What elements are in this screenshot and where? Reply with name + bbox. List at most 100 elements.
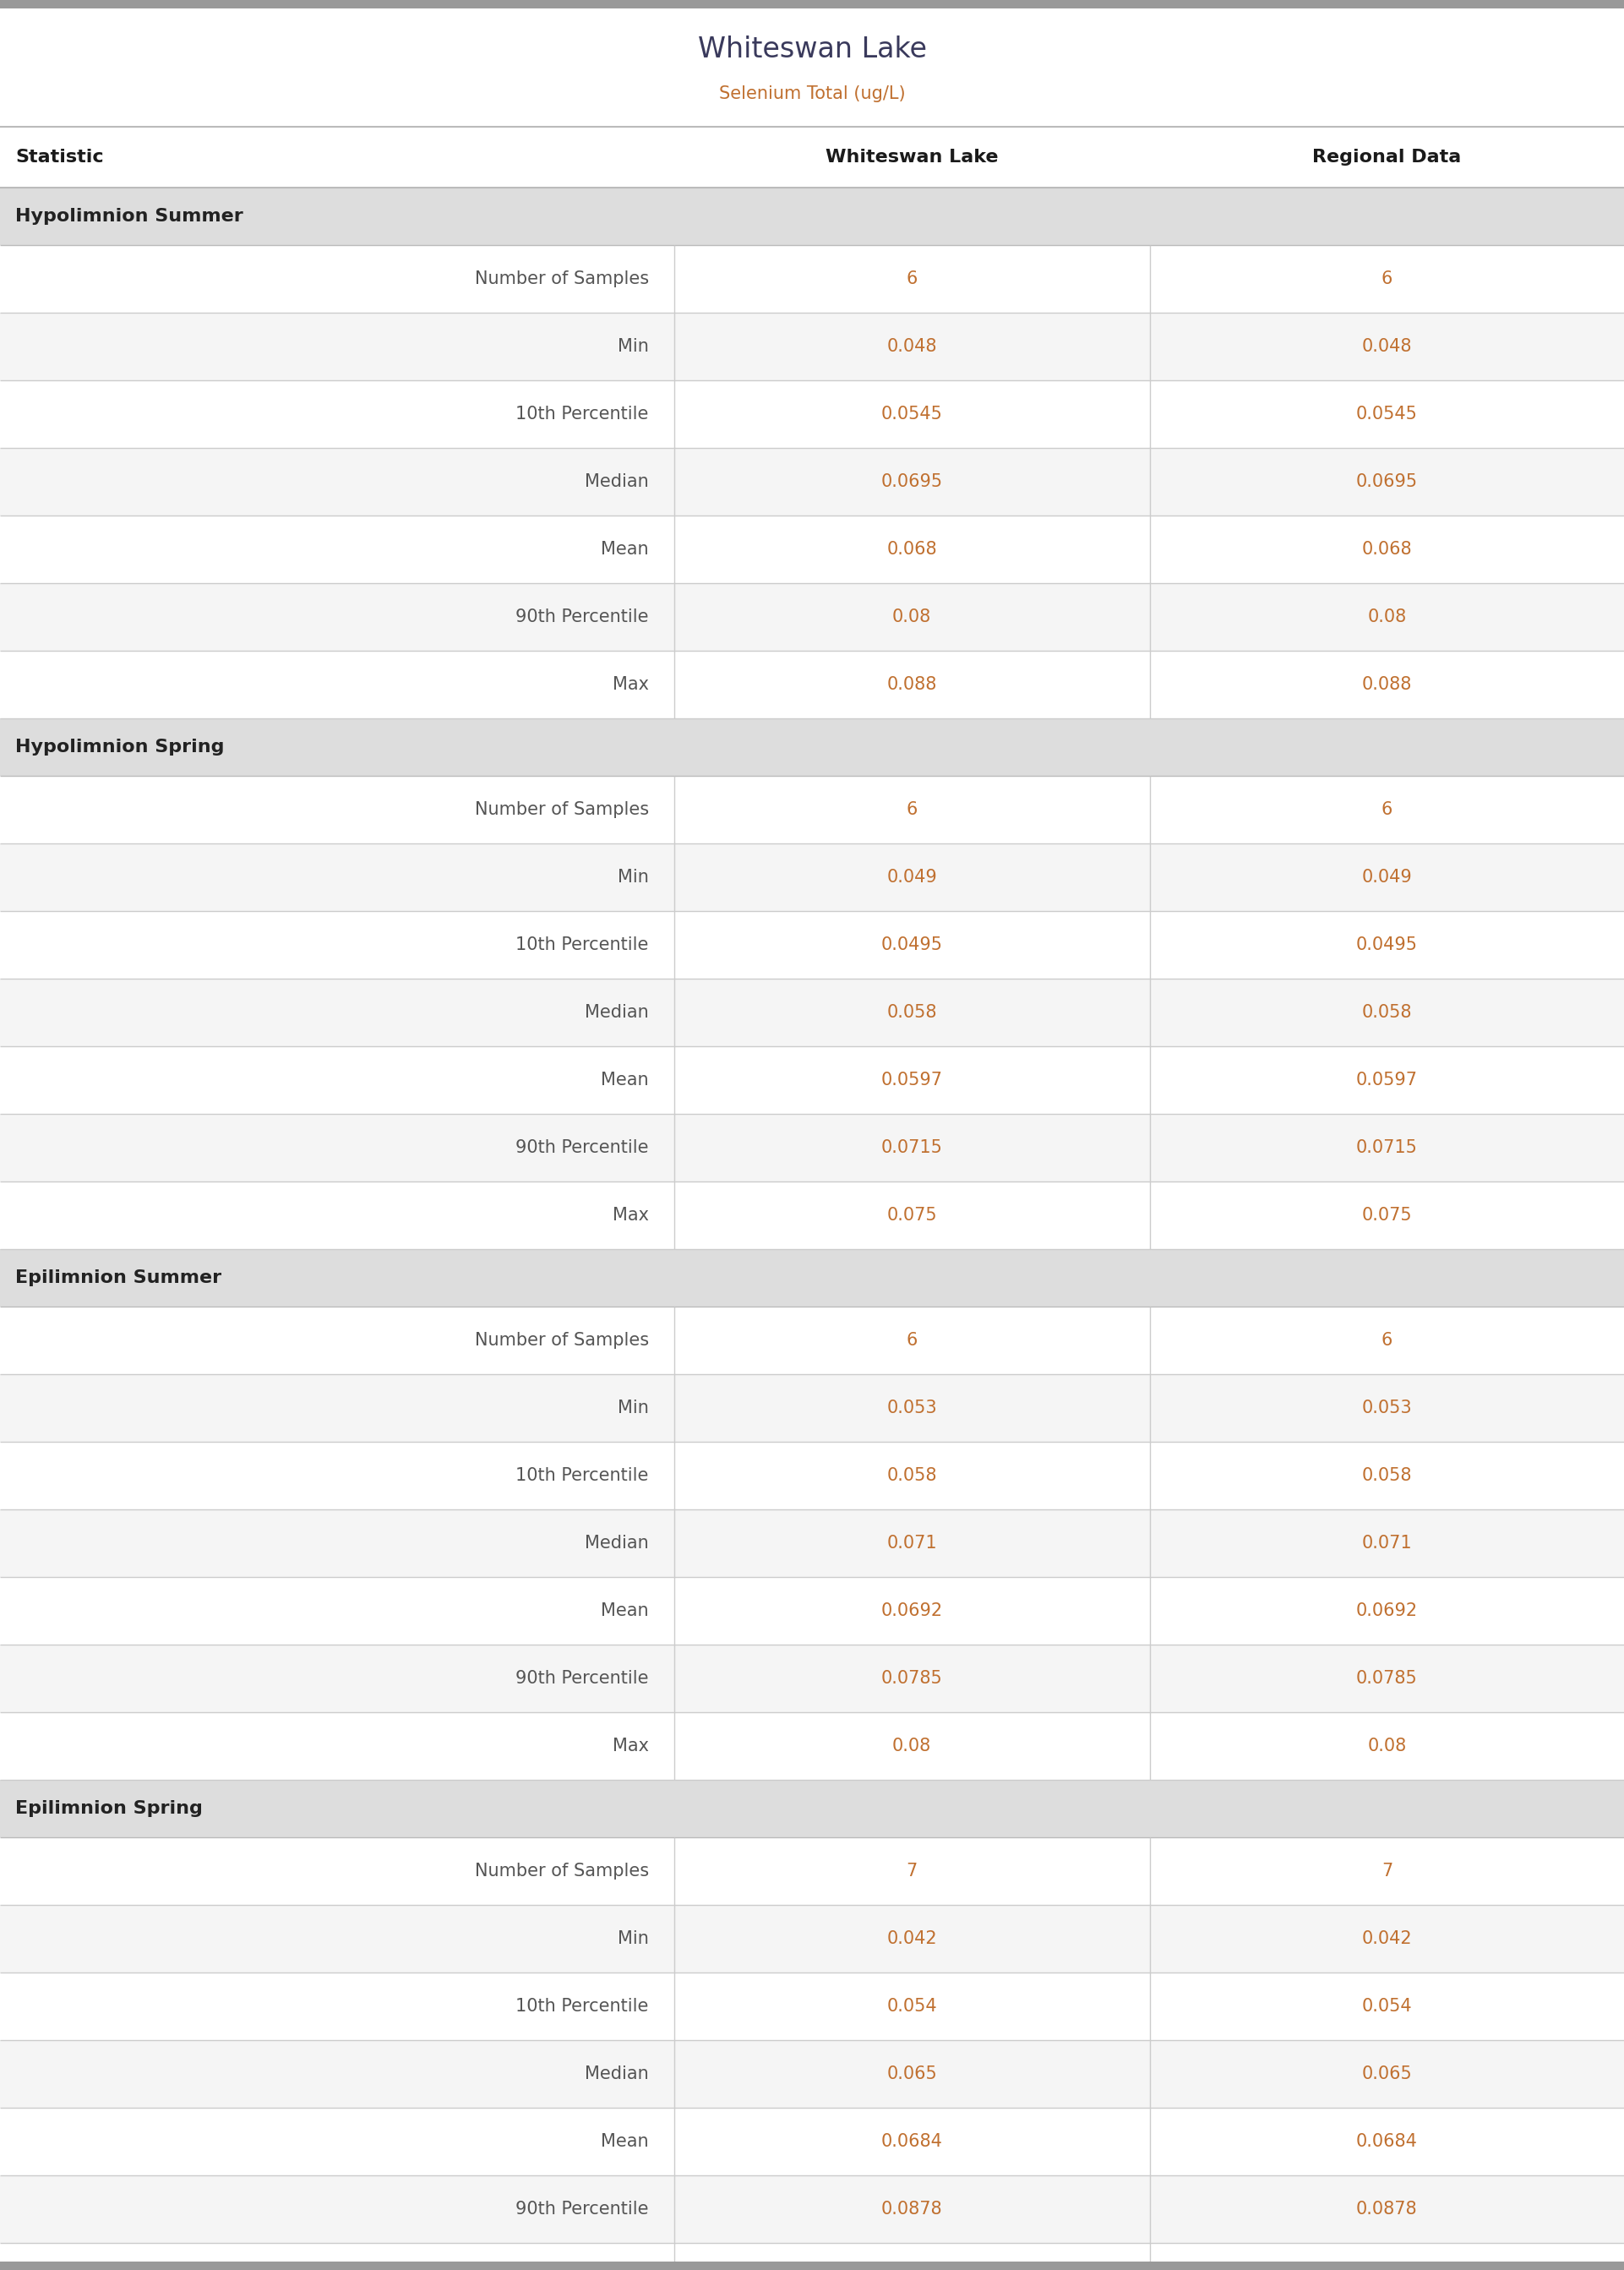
Text: 0.042: 0.042	[887, 1930, 937, 1948]
Text: 0.071: 0.071	[887, 1535, 937, 1553]
Text: Max: Max	[612, 676, 648, 692]
Text: 10th Percentile: 10th Percentile	[516, 1466, 648, 1485]
Text: 6: 6	[1382, 1332, 1392, 1348]
Text: 0.058: 0.058	[887, 1003, 937, 1022]
Text: Median: Median	[585, 2066, 648, 2082]
Text: 0.048: 0.048	[887, 338, 937, 354]
Bar	[0, 1180, 1624, 1249]
Text: 90th Percentile: 90th Percentile	[515, 2200, 648, 2218]
Bar	[0, 2243, 1624, 2270]
Text: Mean: Mean	[601, 1071, 648, 1090]
Text: 7: 7	[1382, 1864, 1392, 1880]
Text: 10th Percentile: 10th Percentile	[516, 938, 648, 953]
Bar	[0, 1578, 1624, 1643]
Text: 0.0545: 0.0545	[882, 406, 942, 422]
Text: 7: 7	[906, 1864, 918, 1880]
Text: Whiteswan Lake: Whiteswan Lake	[698, 36, 926, 64]
Bar	[0, 717, 1624, 776]
Bar	[0, 1905, 1624, 1973]
Bar	[0, 381, 1624, 447]
Text: 0.068: 0.068	[1361, 540, 1413, 558]
Bar	[0, 1046, 1624, 1115]
Bar	[0, 2261, 1624, 2270]
Text: 0.0545: 0.0545	[1356, 406, 1418, 422]
Bar	[0, 844, 1624, 910]
Text: 0.0495: 0.0495	[882, 938, 942, 953]
Text: 0.053: 0.053	[887, 1401, 937, 1416]
Text: 6: 6	[906, 1332, 918, 1348]
Text: Number of Samples: Number of Samples	[474, 1332, 648, 1348]
Text: 0.0495: 0.0495	[1356, 938, 1418, 953]
Text: 0.0597: 0.0597	[882, 1071, 942, 1090]
Text: Hypolimnion Summer: Hypolimnion Summer	[15, 209, 244, 225]
Text: 0.049: 0.049	[1361, 869, 1413, 885]
Text: 0.058: 0.058	[1363, 1003, 1411, 1022]
Text: Median: Median	[585, 1535, 648, 1553]
Text: Regional Data: Regional Data	[1312, 150, 1462, 166]
Text: 0.071: 0.071	[1361, 1535, 1413, 1553]
Text: 90th Percentile: 90th Percentile	[515, 1671, 648, 1687]
Bar	[0, 515, 1624, 583]
Bar	[0, 776, 1624, 844]
Bar	[0, 978, 1624, 1046]
Text: 0.058: 0.058	[887, 1466, 937, 1485]
Bar	[0, 1441, 1624, 1510]
Bar	[0, 910, 1624, 978]
Text: 0.0695: 0.0695	[880, 472, 944, 490]
Text: Min: Min	[617, 1930, 648, 1948]
Text: Median: Median	[585, 1003, 648, 1022]
Bar	[0, 1712, 1624, 1780]
Text: 0.08: 0.08	[1367, 1737, 1406, 1755]
Bar	[0, 245, 1624, 313]
Text: Statistic: Statistic	[15, 150, 104, 166]
Text: 0.049: 0.049	[887, 869, 937, 885]
Text: 6: 6	[906, 801, 918, 817]
Text: Median: Median	[585, 472, 648, 490]
Text: 0.0695: 0.0695	[1356, 472, 1418, 490]
Bar	[0, 1308, 1624, 1373]
Text: 0.0684: 0.0684	[882, 2134, 942, 2150]
Bar	[0, 2041, 1624, 2109]
Bar	[0, 9, 1624, 127]
Text: 0.0878: 0.0878	[882, 2200, 942, 2218]
Text: 0.0692: 0.0692	[1356, 1603, 1418, 1619]
Text: 0.0684: 0.0684	[1356, 2134, 1418, 2150]
Text: 6: 6	[906, 270, 918, 288]
Bar	[0, 447, 1624, 515]
Text: 0.088: 0.088	[887, 676, 937, 692]
Text: 0.08: 0.08	[1367, 608, 1406, 627]
Text: Max: Max	[612, 1737, 648, 1755]
Bar	[0, 313, 1624, 381]
Text: Hypolimnion Spring: Hypolimnion Spring	[15, 738, 224, 756]
Text: Mean: Mean	[601, 2134, 648, 2150]
Text: 0.0715: 0.0715	[882, 1140, 942, 1155]
Text: Epilimnion Summer: Epilimnion Summer	[15, 1269, 221, 1287]
Text: Mean: Mean	[601, 540, 648, 558]
Text: 90th Percentile: 90th Percentile	[515, 608, 648, 627]
Text: 0.065: 0.065	[1361, 2066, 1413, 2082]
Text: Number of Samples: Number of Samples	[474, 801, 648, 817]
Text: 0.054: 0.054	[1361, 1998, 1413, 2016]
Bar	[0, 2109, 1624, 2175]
Text: Number of Samples: Number of Samples	[474, 1864, 648, 1880]
Text: Number of Samples: Number of Samples	[474, 270, 648, 288]
Bar	[0, 1115, 1624, 1180]
Bar	[0, 127, 1624, 188]
Text: 0.065: 0.065	[887, 2066, 937, 2082]
Bar	[0, 583, 1624, 651]
Text: 0.042: 0.042	[1361, 1930, 1413, 1948]
Bar	[0, 1780, 1624, 1836]
Bar	[0, 0, 1624, 9]
Text: Mean: Mean	[601, 1603, 648, 1619]
Text: 10th Percentile: 10th Percentile	[516, 406, 648, 422]
Text: Epilimnion Spring: Epilimnion Spring	[15, 1800, 203, 1816]
Text: Whiteswan Lake: Whiteswan Lake	[825, 150, 999, 166]
Text: 0.08: 0.08	[892, 608, 932, 627]
Text: 0.075: 0.075	[887, 1208, 937, 1224]
Text: 6: 6	[1382, 270, 1392, 288]
Text: 0.0785: 0.0785	[882, 1671, 942, 1687]
Bar	[0, 1249, 1624, 1308]
Text: 0.0878: 0.0878	[1356, 2200, 1418, 2218]
Text: 0.08: 0.08	[892, 1737, 932, 1755]
Text: Selenium Total (ug/L): Selenium Total (ug/L)	[719, 86, 905, 102]
